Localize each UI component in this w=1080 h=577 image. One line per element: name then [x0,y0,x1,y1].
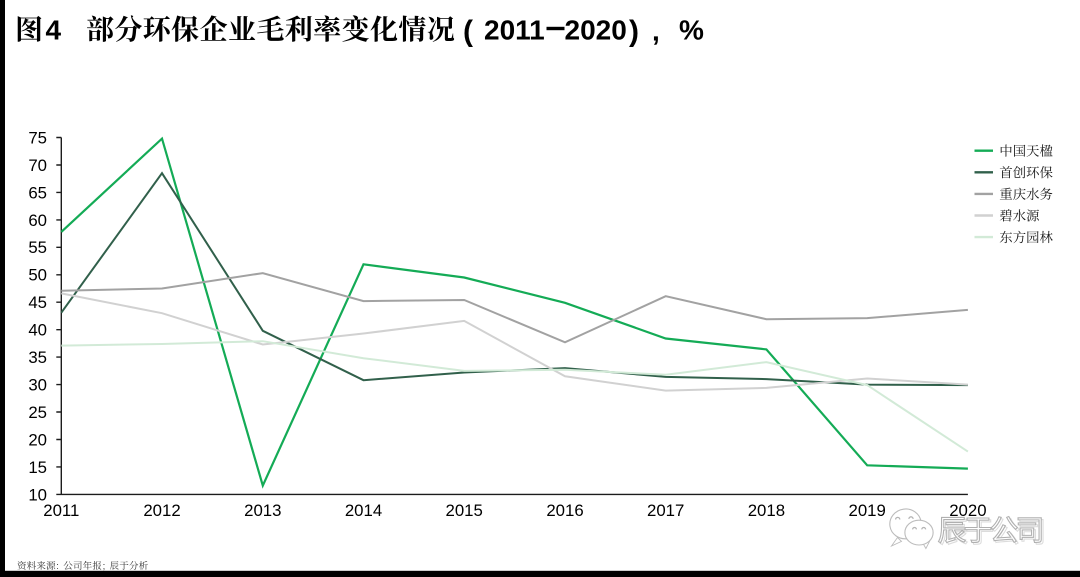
svg-text:75: 75 [28,128,47,147]
svg-text:2019: 2019 [849,501,886,520]
svg-text:;: ; [103,561,106,572]
svg-text:2017: 2017 [647,501,684,520]
svg-text:60: 60 [28,211,47,230]
svg-text:45: 45 [28,293,47,312]
svg-text:50: 50 [28,266,47,285]
svg-text:2013: 2013 [244,501,281,520]
svg-text:2020: 2020 [949,501,986,520]
svg-text:2018: 2018 [748,501,785,520]
svg-text:55: 55 [28,238,47,257]
svg-text:): ) [629,15,639,48]
svg-text:%: % [679,14,704,45]
svg-text:2012: 2012 [143,501,180,520]
svg-text:2011: 2011 [484,14,545,45]
svg-text:2015: 2015 [446,501,483,520]
svg-text:40: 40 [28,321,47,340]
svg-text:25: 25 [28,403,47,422]
svg-text:4: 4 [46,14,62,45]
svg-text:20: 20 [28,430,47,449]
svg-text:2011: 2011 [43,501,79,520]
svg-text:2016: 2016 [546,501,583,520]
svg-text:2014: 2014 [345,501,382,520]
svg-text:10: 10 [28,485,47,504]
svg-text:15: 15 [28,458,47,477]
svg-text:,: , [652,15,660,46]
svg-text:70: 70 [28,156,47,175]
svg-text:65: 65 [28,183,47,202]
svg-text:(: ( [463,15,473,48]
svg-text:30: 30 [28,376,47,395]
svg-text:35: 35 [28,348,47,367]
svg-text::: : [56,561,59,572]
svg-text:2020: 2020 [565,14,627,45]
